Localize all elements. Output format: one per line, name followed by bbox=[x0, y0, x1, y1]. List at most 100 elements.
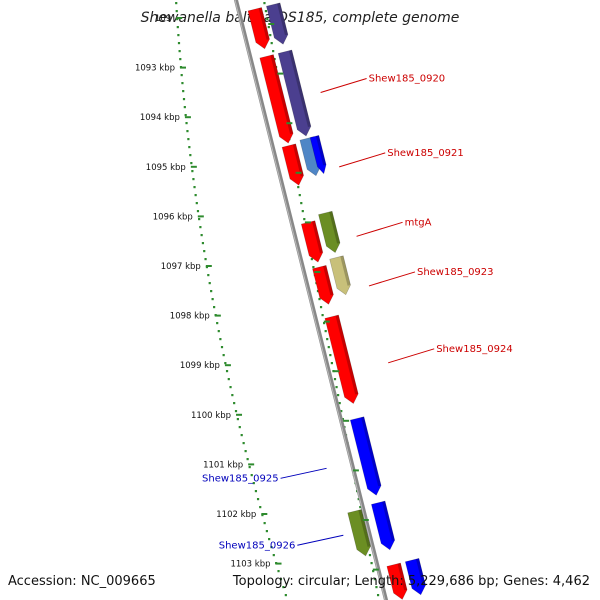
gene-arrow[interactable] bbox=[324, 314, 359, 404]
gene-arrow[interactable] bbox=[404, 558, 426, 596]
gene-arrow[interactable] bbox=[371, 500, 396, 551]
ruler-dot bbox=[312, 266, 315, 269]
ruler-dot bbox=[259, 506, 262, 509]
ruler-dot bbox=[195, 202, 198, 205]
label-leader bbox=[339, 152, 386, 168]
ruler-dot bbox=[192, 178, 195, 181]
gene-arrow[interactable] bbox=[266, 2, 289, 45]
ruler-dot bbox=[340, 410, 343, 413]
gene-arrow-shade bbox=[340, 255, 351, 286]
ruler-dot bbox=[220, 346, 224, 349]
genome-backbone bbox=[233, 0, 389, 600]
ruler-dot bbox=[186, 130, 189, 133]
gene-arrow-shade bbox=[270, 54, 294, 135]
ruler-dot bbox=[176, 18, 179, 21]
gene-arrow[interactable] bbox=[386, 562, 408, 600]
ruler-dot bbox=[268, 538, 271, 541]
ruler-dot bbox=[227, 378, 230, 381]
gene-arrow-shade bbox=[312, 220, 323, 254]
genome-title: Shewanella baltica OS185, complete genom… bbox=[140, 10, 460, 26]
gene-label[interactable]: Shew185_0926 bbox=[219, 540, 296, 551]
ruler-dot bbox=[267, 26, 270, 29]
ruler-dot bbox=[205, 266, 209, 269]
gene-arrow[interactable] bbox=[247, 7, 270, 50]
ruler-dot bbox=[297, 186, 300, 189]
label-leader bbox=[388, 348, 435, 364]
ruler-dot bbox=[219, 338, 222, 341]
ruler-dot bbox=[272, 50, 275, 53]
gene-arrow-shade bbox=[361, 416, 382, 487]
tick-label: 1102 kbp bbox=[216, 510, 256, 520]
ruler-dot bbox=[225, 370, 229, 373]
tick-label: 1095 kbp bbox=[146, 163, 186, 173]
ruler-dot bbox=[216, 322, 219, 325]
ruler-dot bbox=[175, 2, 178, 5]
ruler-dot bbox=[204, 258, 207, 261]
ruler-dot bbox=[326, 338, 329, 341]
ruler-dot bbox=[229, 386, 232, 389]
ruler-dot bbox=[269, 34, 272, 37]
ruler-dot bbox=[177, 42, 181, 45]
tick-label: 1101 kbp bbox=[203, 460, 243, 470]
ruler-dot bbox=[359, 506, 362, 509]
gene-label[interactable]: Shew185_0921 bbox=[387, 148, 464, 159]
ruler-dot bbox=[298, 194, 301, 197]
ruler-dot bbox=[273, 58, 276, 61]
gene-arrow-shade bbox=[397, 563, 408, 591]
gene-label[interactable]: Shew185_0920 bbox=[369, 73, 446, 84]
gene-arrow[interactable] bbox=[309, 135, 327, 175]
ruler-dot bbox=[177, 34, 180, 37]
ruler-dot bbox=[242, 442, 245, 445]
ruler-dot bbox=[191, 170, 194, 173]
ruler-dot bbox=[270, 546, 273, 549]
ruler-dot bbox=[335, 386, 338, 389]
backbone-line bbox=[233, 0, 389, 600]
gene-arrow[interactable] bbox=[277, 49, 312, 137]
label-leader bbox=[297, 534, 344, 546]
ruler-dot bbox=[196, 210, 200, 213]
gene-label[interactable]: mtgA bbox=[405, 217, 432, 228]
ruler-dot bbox=[179, 58, 182, 61]
gene-arrow[interactable] bbox=[349, 416, 382, 496]
gene-arrow[interactable] bbox=[300, 220, 324, 263]
ruler-dot bbox=[194, 194, 197, 197]
gene-label[interactable]: Shew185_0925 bbox=[202, 473, 279, 484]
tick-label: 1097 kbp bbox=[161, 262, 201, 272]
gene-label[interactable]: Shew185_0923 bbox=[417, 267, 494, 278]
ruler-dot bbox=[337, 394, 340, 397]
gene-arrow-shade bbox=[358, 509, 371, 547]
ruler-dot bbox=[263, 2, 266, 5]
ruler-dot bbox=[279, 578, 283, 581]
gene-arrow[interactable] bbox=[347, 509, 371, 557]
ruler-dot bbox=[300, 202, 303, 205]
gene-label[interactable]: Shew185_0924 bbox=[436, 344, 513, 355]
ruler-dot bbox=[176, 26, 179, 29]
gene-arrow[interactable] bbox=[281, 143, 304, 186]
gene-arrow[interactable] bbox=[318, 210, 341, 254]
label-leader bbox=[368, 271, 416, 287]
ruler-dot bbox=[201, 242, 205, 245]
ruler-dot bbox=[224, 362, 227, 365]
ruler-dot bbox=[265, 530, 268, 533]
ruler-dot bbox=[190, 162, 193, 165]
ruler-dot bbox=[330, 362, 333, 365]
ruler-dot bbox=[200, 234, 203, 237]
ruler-dot bbox=[182, 90, 185, 93]
ruler-dot bbox=[370, 562, 373, 565]
ruler-dot bbox=[333, 378, 337, 381]
gene-arrow-shade bbox=[416, 558, 426, 586]
ruler-dot bbox=[222, 354, 225, 357]
gene-arrow[interactable] bbox=[312, 265, 334, 305]
ruler-dot bbox=[329, 354, 332, 357]
ruler-dot bbox=[187, 138, 190, 141]
gene-arrow[interactable] bbox=[259, 54, 294, 144]
inner-dotted-ruler bbox=[175, 2, 287, 597]
ruler-dot bbox=[211, 298, 214, 301]
ruler-dot bbox=[210, 290, 213, 293]
gene-arrow[interactable] bbox=[329, 255, 351, 296]
ruler-dot bbox=[316, 290, 320, 293]
ruler-dot bbox=[207, 274, 210, 277]
ruler-dot bbox=[277, 570, 280, 573]
ruler-dot bbox=[373, 578, 376, 581]
